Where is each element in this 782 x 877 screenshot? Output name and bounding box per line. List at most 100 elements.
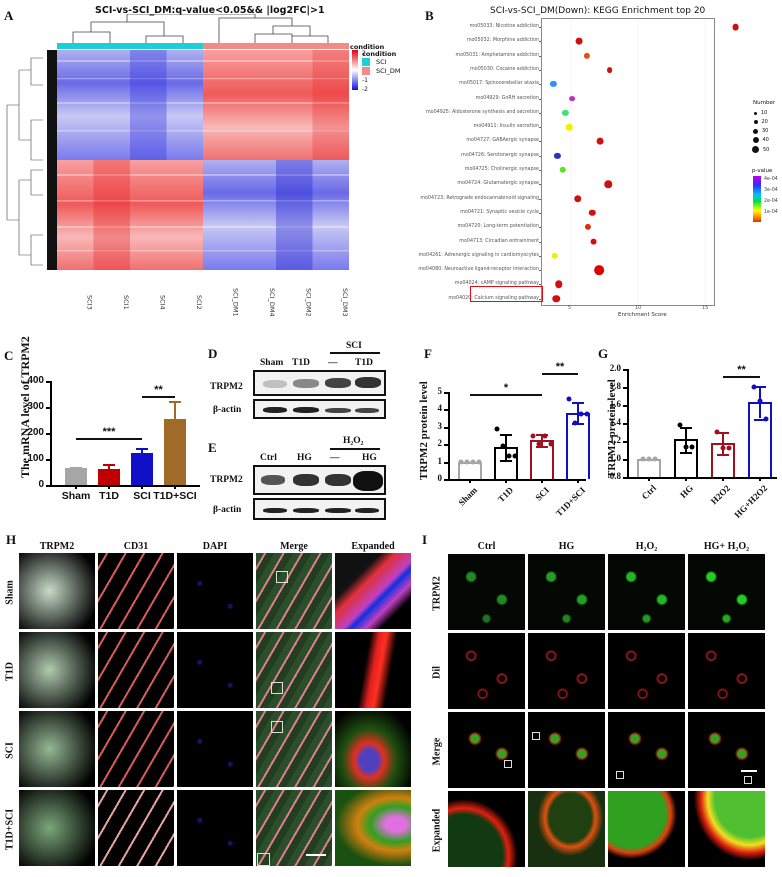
pvalue-tick: 3e-04: [764, 188, 778, 193]
kegg-pathway-label: mo05017: Spinocerebellar ataxia: [459, 81, 539, 87]
error-cap: [754, 386, 766, 389]
y-tick-label: 2: [437, 438, 443, 449]
kegg-pathway-label: mo04721: Synaptic vesicle cycle: [460, 209, 539, 215]
number-legend-item: 50: [752, 146, 769, 153]
data-point: [470, 459, 476, 465]
micrograph-tile: [688, 712, 765, 788]
y-tick-label: 200: [27, 427, 44, 438]
panel-label-a: A: [4, 8, 14, 23]
y-tick: [539, 227, 541, 229]
x-tick-mark: [469, 479, 471, 483]
kegg-dot: [573, 194, 582, 203]
column-header: DAPI: [202, 541, 228, 552]
kegg-gridlines: [570, 19, 706, 305]
significance-bracket: [542, 373, 578, 375]
data-point: [476, 459, 482, 465]
row-dendrogram: [6, 50, 57, 270]
x-category-label: T1D: [99, 490, 119, 502]
micrograph-tile: [19, 790, 95, 866]
x-category-label: Sham: [61, 490, 91, 502]
kegg-dot: [554, 152, 561, 159]
y-tick-label: 1.6: [609, 399, 621, 409]
x-tick: 10: [635, 305, 642, 311]
data-point: [458, 459, 464, 465]
column-header: H₂O₂: [635, 541, 658, 552]
data-point: [683, 444, 689, 450]
scale-bar: [306, 854, 326, 856]
column-header: Merge: [280, 541, 308, 552]
error-cap: [680, 451, 692, 454]
y-tick: [539, 112, 541, 114]
y-tick-mark: [623, 459, 627, 461]
significance-label: *: [503, 382, 509, 394]
data-point: [757, 398, 763, 403]
column-label: SCI_DM4: [268, 287, 276, 317]
scale-tick: -2: [362, 86, 368, 93]
error-bar: [577, 402, 579, 424]
lane-label: Ctrl: [260, 453, 277, 463]
column-label: SCI1: [122, 294, 130, 310]
x-category-label: HG+H2O2: [732, 483, 770, 520]
lane-label: Sham: [260, 358, 284, 368]
y-tick: [539, 98, 541, 100]
error-cap: [717, 453, 729, 456]
color-scale-bar: [352, 50, 358, 90]
x-category-label: T1D: [495, 485, 516, 505]
micrograph-tile: [98, 632, 174, 708]
blot-actin-e: [253, 498, 386, 520]
error-bar: [141, 447, 143, 453]
row-header: T1D+SCI: [4, 808, 16, 850]
x-tick-mark: [505, 479, 507, 483]
x-category-label: HG: [678, 483, 696, 500]
micrograph-tile: [688, 633, 765, 709]
y-tick-mark: [46, 407, 50, 409]
data-point: [677, 422, 683, 428]
micrograph-tile: [608, 633, 685, 709]
bar: [65, 468, 87, 485]
blot-actin-d: [253, 399, 386, 419]
y-tick: [539, 184, 541, 186]
pvalue-legend-title: p-value: [752, 168, 773, 174]
panel-label-i: I: [422, 532, 428, 547]
roi-box: [271, 682, 283, 694]
y-tick-mark: [444, 479, 448, 481]
lane-label: —: [328, 358, 338, 368]
kegg-pathway-label: mo04020: Calcium signaling pathway: [448, 295, 539, 301]
micrograph-tile: [448, 791, 525, 867]
lane-label: HG: [362, 453, 377, 463]
micrograph-tile: [177, 553, 253, 629]
micrograph-tile: [98, 790, 174, 866]
micrograph-tile: [19, 632, 95, 708]
y-tick-mark: [623, 369, 627, 371]
y-axis: [50, 381, 52, 487]
micrograph-tile: [608, 791, 685, 867]
kegg-pathway-label: mo05031: Amphetamine addiction: [455, 52, 539, 58]
row-label: β-actin: [213, 405, 242, 415]
y-tick-mark: [46, 433, 50, 435]
kegg-pathway-label: mo04725: Cholinergic synapse: [464, 167, 539, 172]
x-tick-mark: [75, 485, 77, 489]
roi-box: [276, 571, 288, 583]
panel-label-d: D: [208, 346, 218, 361]
kegg-pathway-label: mo05030: Cocaine addiction: [470, 66, 539, 72]
data-point: [689, 444, 695, 450]
error-cap: [572, 402, 584, 405]
column-header: Expanded: [351, 541, 395, 552]
x-category-label: T1D+SCI: [153, 490, 197, 502]
kegg-pathway-label: mo05032: Morphine addiction: [466, 38, 539, 44]
kegg-dot: [590, 238, 598, 245]
blot-trpm2-d: [253, 370, 386, 396]
error-cap: [500, 459, 512, 462]
pvalue-color-bar: [753, 176, 761, 222]
scale-bar: [741, 770, 757, 772]
data-point: [572, 420, 578, 426]
bar: [164, 419, 186, 485]
micrograph-tile: [98, 711, 174, 787]
error-cap: [754, 418, 766, 421]
number-legend-item: 10: [752, 110, 767, 116]
kegg-pathway-label: mo04723: Retrograde endocannabinoid sign…: [420, 195, 539, 201]
micrograph-tile: [256, 632, 332, 708]
y-tick: [539, 27, 541, 28]
data-point: [652, 456, 658, 462]
row-header: Expanded: [431, 808, 443, 852]
